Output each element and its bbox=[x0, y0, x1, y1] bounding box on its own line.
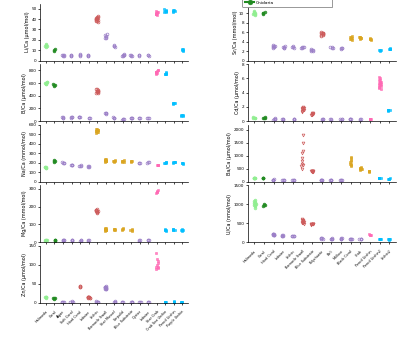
Y-axis label: Zn/Ca (μmol/mol): Zn/Ca (μmol/mol) bbox=[22, 253, 27, 296]
Y-axis label: Ba/Ca (μmol/mol): Ba/Ca (μmol/mol) bbox=[227, 132, 232, 175]
Y-axis label: Cd/Ca (μmol/mol): Cd/Ca (μmol/mol) bbox=[235, 71, 240, 114]
Legend: Aragonite, Mixed, Low-Mg Calcite, High-Mg Calcite, Echinodermata, Cnidaria, Rhod: Aragonite, Mixed, Low-Mg Calcite, High-M… bbox=[242, 0, 332, 7]
Y-axis label: Na/Ca (mmol/mol): Na/Ca (mmol/mol) bbox=[22, 131, 27, 176]
Y-axis label: U/Ca (nmol/mol): U/Ca (nmol/mol) bbox=[228, 194, 232, 234]
Y-axis label: Mg/Ca (mmol/mol): Mg/Ca (mmol/mol) bbox=[22, 191, 27, 237]
Y-axis label: B/Ca (μmol/mol): B/Ca (μmol/mol) bbox=[22, 73, 27, 113]
Y-axis label: Li/Ca (μmol/mol): Li/Ca (μmol/mol) bbox=[25, 12, 30, 52]
Y-axis label: Sr/Ca (mmol/mol): Sr/Ca (mmol/mol) bbox=[233, 10, 238, 54]
